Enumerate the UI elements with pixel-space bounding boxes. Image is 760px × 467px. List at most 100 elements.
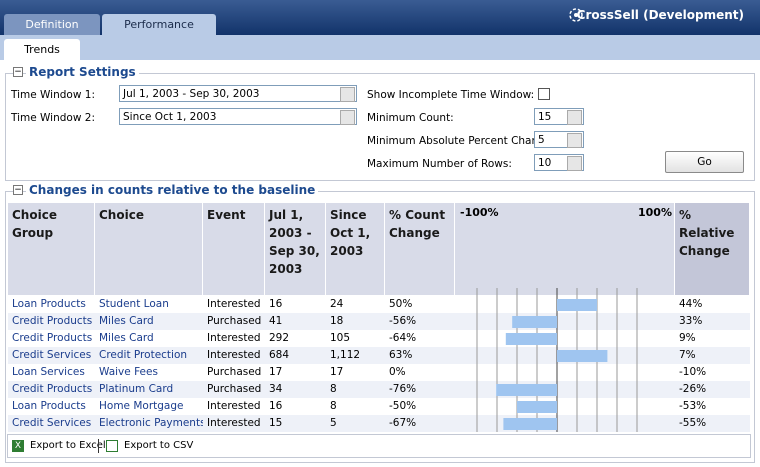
footer: X Export to Excel Export to CSV — [7, 434, 751, 458]
table-row — [8, 313, 750, 330]
cell: 24 — [330, 298, 344, 310]
link-cell[interactable]: Platinum Card — [99, 383, 174, 395]
cell: 8 — [330, 383, 337, 395]
table-row — [8, 381, 750, 398]
cell: Interested — [207, 400, 261, 412]
tab[interactable]: Definition — [4, 14, 100, 35]
cell: 16 — [269, 298, 283, 310]
bar-header — [455, 203, 675, 295]
cell: 8 — [330, 400, 337, 412]
cell: 9% — [679, 332, 696, 344]
bar — [505, 333, 557, 345]
select[interactable]: Since Oct 1, 2003 — [119, 108, 357, 125]
link-cell[interactable]: Credit Products — [12, 332, 93, 344]
column-header[interactable]: Jul 1, 2003 - Sep 30, 2003 — [265, 203, 326, 295]
section-title: Report Settings — [26, 65, 139, 79]
cell: 105 — [330, 332, 351, 344]
app-title: CrossSell (Development) — [576, 8, 744, 22]
link-cell[interactable]: Miles Card — [99, 332, 154, 344]
cell: 63% — [389, 349, 413, 361]
link-cell[interactable]: Electronic Payments — [99, 417, 203, 429]
cell: 17 — [330, 366, 344, 378]
table-row — [8, 364, 750, 381]
bar — [557, 350, 608, 362]
cell: -10% — [679, 366, 707, 378]
cell: 50% — [389, 298, 413, 310]
collapse-toggle[interactable]: − — [13, 185, 23, 195]
label: Minimum Absolute Percent Change — [367, 135, 552, 147]
column-header[interactable]: Choice Group — [8, 203, 95, 295]
table-row — [8, 330, 750, 347]
link-cell[interactable]: Credit Protection — [99, 349, 188, 361]
link-cell[interactable]: Home Mortgage — [99, 400, 184, 412]
column-header[interactable]: Event — [203, 203, 265, 295]
column-header[interactable]: % Count Change — [385, 203, 455, 295]
link-cell[interactable]: Credit Products — [12, 315, 93, 327]
cell: 1,112 — [330, 349, 361, 361]
collapse-toggle[interactable]: − — [13, 67, 23, 77]
bar — [496, 384, 557, 396]
cell: -55% — [679, 417, 707, 429]
sub-bar — [0, 35, 760, 60]
separator — [98, 439, 99, 453]
subtab[interactable]: Trends — [4, 39, 80, 60]
link-cell[interactable]: Credit Products — [12, 383, 93, 395]
link-cell[interactable]: Student Loan — [99, 298, 169, 310]
cell: -67% — [389, 417, 417, 429]
cell: -64% — [389, 332, 417, 344]
label: Show Incomplete Time Window: — [367, 89, 535, 101]
export-button[interactable]: Export to CSV — [124, 440, 194, 451]
cell: 41 — [269, 315, 283, 327]
cell: -26% — [679, 383, 707, 395]
column-header[interactable]: Since Oct 1, 2003 — [326, 203, 385, 295]
spinner[interactable]: 10 — [534, 154, 584, 171]
cell: 18 — [330, 315, 344, 327]
label: Minimum Count: — [367, 112, 454, 124]
cell: Interested — [207, 332, 261, 344]
cell: Interested — [207, 417, 261, 429]
column-header[interactable]: % Relative Change — [675, 203, 750, 295]
go-button[interactable]: Go — [665, 151, 744, 173]
cell: Purchased — [207, 383, 262, 395]
bar-column — [476, 288, 638, 432]
axis-label: 100% — [638, 206, 672, 219]
results-panel — [5, 191, 755, 463]
bar — [512, 316, 557, 328]
cell: Purchased — [207, 315, 262, 327]
cell: 33% — [679, 315, 703, 327]
cell: 17 — [269, 366, 283, 378]
cell: 7% — [679, 349, 696, 361]
axis-label: -100% — [460, 206, 499, 219]
label: Time Window 1: — [11, 89, 95, 101]
link-cell[interactable]: Credit Services — [12, 417, 92, 429]
column-header[interactable]: Choice — [95, 203, 203, 295]
cell: 16 — [269, 400, 283, 412]
link-cell[interactable]: Loan Products — [12, 298, 86, 310]
cell: -56% — [389, 315, 417, 327]
cell: 0% — [389, 366, 406, 378]
csv-icon — [106, 440, 118, 452]
link-cell[interactable]: Credit Services — [12, 349, 92, 361]
cell: Interested — [207, 349, 261, 361]
link-cell[interactable]: Miles Card — [99, 315, 154, 327]
cell: 34 — [269, 383, 283, 395]
select[interactable]: Jul 1, 2003 - Sep 30, 2003 — [119, 85, 357, 102]
cell: 684 — [269, 349, 290, 361]
label: Maximum Number of Rows: — [367, 158, 512, 170]
tab-active[interactable]: Performance — [102, 14, 216, 35]
section-title: Changes in counts relative to the baseli… — [26, 183, 319, 197]
checkbox[interactable] — [538, 88, 550, 100]
link-cell[interactable]: Loan Services — [12, 366, 85, 378]
link-cell[interactable]: Loan Products — [12, 400, 86, 412]
link-cell[interactable]: Waive Fees — [99, 366, 158, 378]
spinner[interactable]: 5 — [534, 131, 584, 148]
cell: Interested — [207, 298, 261, 310]
label: Time Window 2: — [11, 112, 95, 124]
export-button[interactable]: Export to Excel — [30, 440, 106, 451]
settings-panel — [5, 73, 755, 181]
bar — [557, 299, 597, 311]
cell: 5 — [330, 417, 337, 429]
cell: 15 — [269, 417, 283, 429]
spinner[interactable]: 15 — [534, 108, 584, 125]
